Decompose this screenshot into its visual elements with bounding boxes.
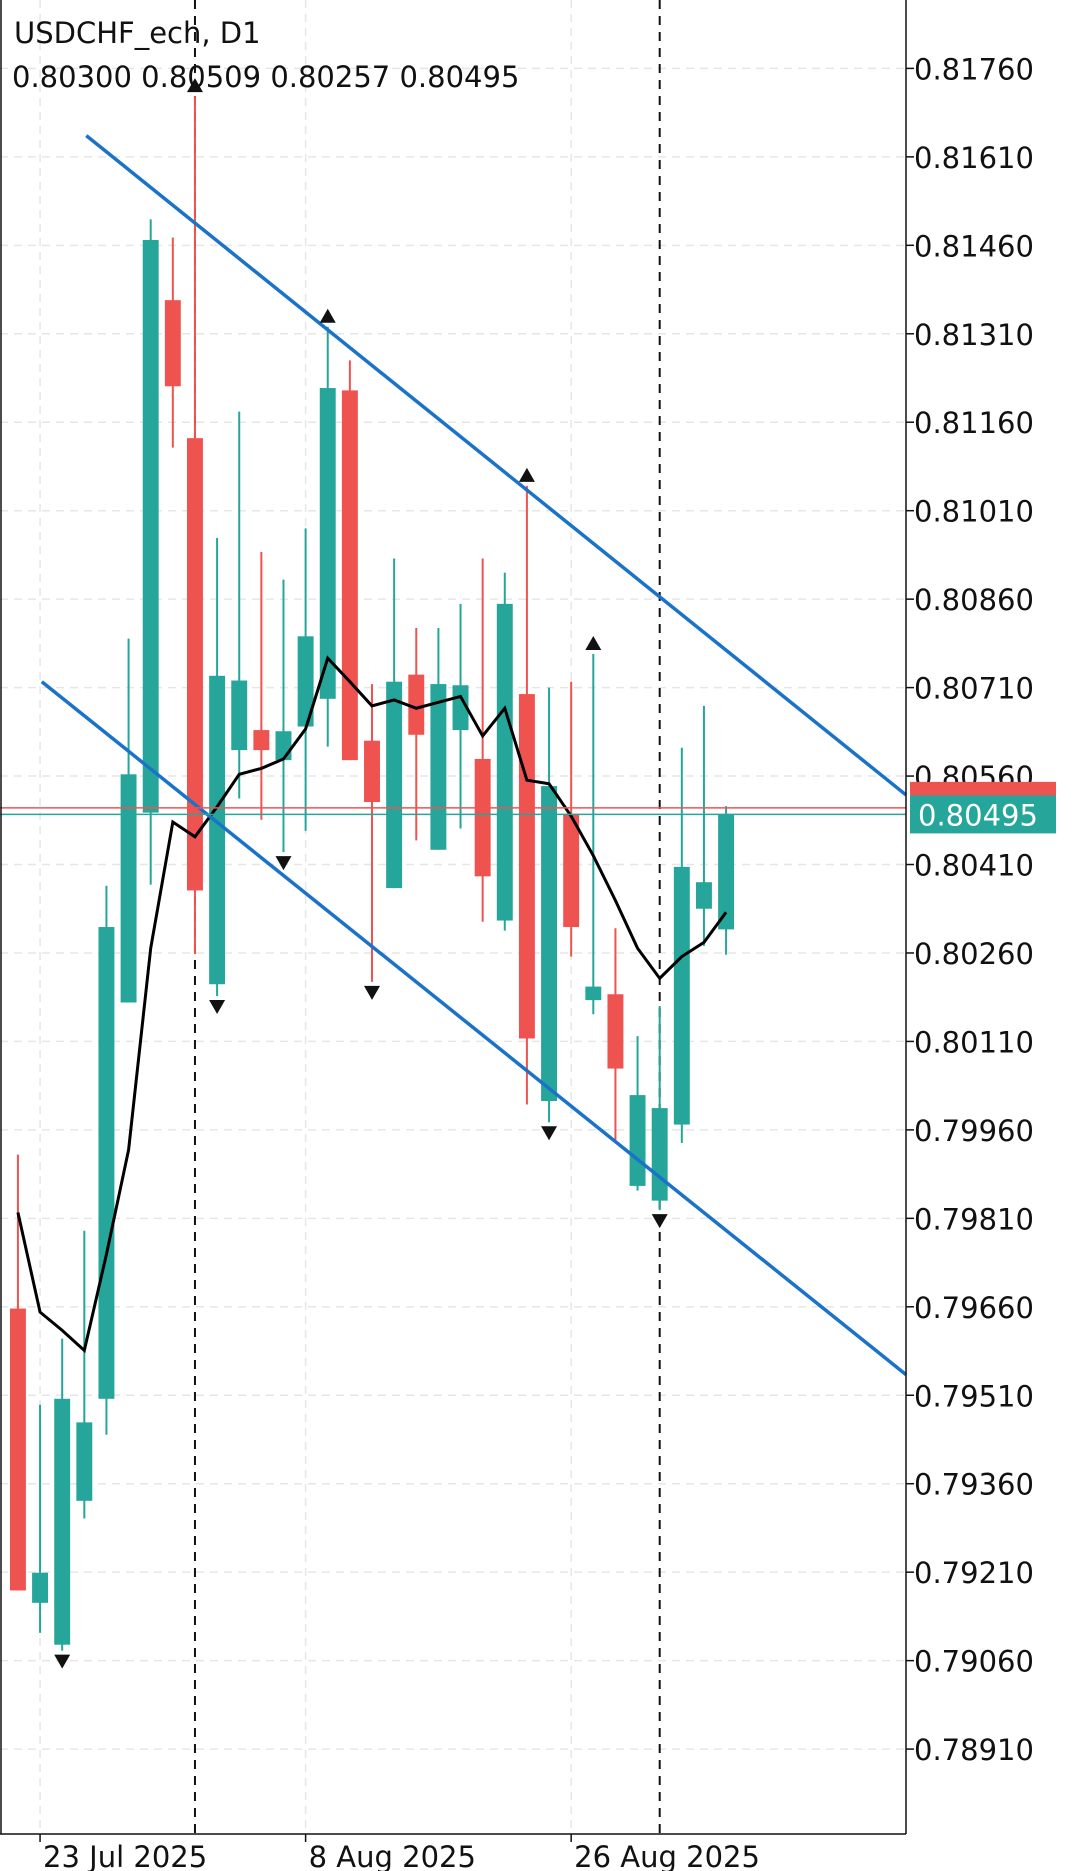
ohlc-header: 0.80300 0.80509 0.80257 0.80495 [12,60,519,94]
y-tick-label: 0.79960 [914,1114,1034,1148]
fractal-up [585,635,602,650]
candle-body [718,814,735,930]
candle-body [496,603,513,921]
candle-body [563,813,580,928]
symbol-title: USDCHF_ech, D1 [14,16,261,50]
candle-body [98,927,115,1399]
fractal-down [54,1654,71,1669]
y-tick-label: 0.80860 [914,583,1034,617]
bid-tag [910,795,1056,834]
y-tick-label: 0.79210 [914,1556,1034,1590]
bid-tag-label: 0.80495 [918,798,1038,832]
y-tick-label: 0.81010 [914,495,1034,529]
y-tick-label: 0.81310 [914,318,1034,352]
candle-body [629,1095,646,1186]
y-tick-label: 0.79060 [914,1645,1034,1679]
candle-body [430,684,447,850]
y-tick-label: 0.81460 [914,229,1034,263]
x-tick-label: 23 Jul 2025 [43,1840,207,1871]
candle-body [341,390,358,761]
candle-body [364,740,380,803]
y-tick-label: 0.81610 [914,141,1034,175]
ohlc-low: 0.80257 [270,60,390,94]
candle-body [386,681,403,889]
candle-body [275,731,292,761]
candle-body [142,240,159,813]
plot [0,0,908,1834]
x-tick-label: 8 Aug 2025 [309,1840,476,1871]
ohlc-close: 0.80495 [399,60,519,94]
candle-body [673,866,690,1125]
moving-average [16,655,728,1354]
fractal-down [209,1000,226,1015]
y-tick-label: 0.79510 [914,1379,1034,1413]
trend-line [40,680,908,1376]
axes: 0.81760 0.81610 0.81460 0.81310 0.81160 0.810… [0,0,1056,1871]
candle-body [297,636,314,727]
candle-body [209,675,226,985]
y-tick-label: 0.81760 [914,52,1034,86]
candle-body [186,438,203,891]
candle-body [474,758,491,877]
y-tick-label: 0.80410 [914,849,1034,883]
y-tick-label: 0.80110 [914,1025,1034,1059]
y-tick-label: 0.79660 [914,1291,1034,1325]
fractal-down [275,856,292,871]
candle-body [9,1308,26,1591]
candle-body [32,1572,49,1603]
candle-body [120,774,137,1003]
y-tick-label: 0.80710 [914,672,1034,706]
fractal-up [319,308,336,323]
candle-body [408,674,425,735]
fractal-down [541,1126,558,1141]
candle-body [253,730,270,751]
candle-body [651,1108,668,1201]
trend-line [85,134,908,797]
fractal-down [364,985,381,1000]
ohlc-open: 0.80300 [12,60,132,94]
candle-body [607,994,624,1069]
y-tick-label: 0.80260 [914,937,1034,971]
fractal-up [186,78,203,93]
candle-body [319,388,336,699]
y-tick-label: 0.78910 [914,1733,1034,1767]
fractal-down [651,1214,668,1229]
y-tick-label: 0.81160 [914,406,1034,440]
candle-body [541,786,558,1101]
grid [0,0,906,1834]
candle-body [164,300,181,387]
x-tick-label: 26 Aug 2025 [574,1840,760,1871]
y-tick-label: 0.79360 [914,1468,1034,1502]
fractal-up [518,467,535,482]
candle-body [76,1422,93,1501]
candle-body [231,680,248,751]
y-tick-label: 0.79810 [914,1202,1034,1236]
candle-body [54,1398,71,1645]
candle-body [518,694,535,1039]
candle-body [695,882,712,909]
candle-body [585,986,602,1001]
ohlc-high: 0.80509 [141,60,261,94]
